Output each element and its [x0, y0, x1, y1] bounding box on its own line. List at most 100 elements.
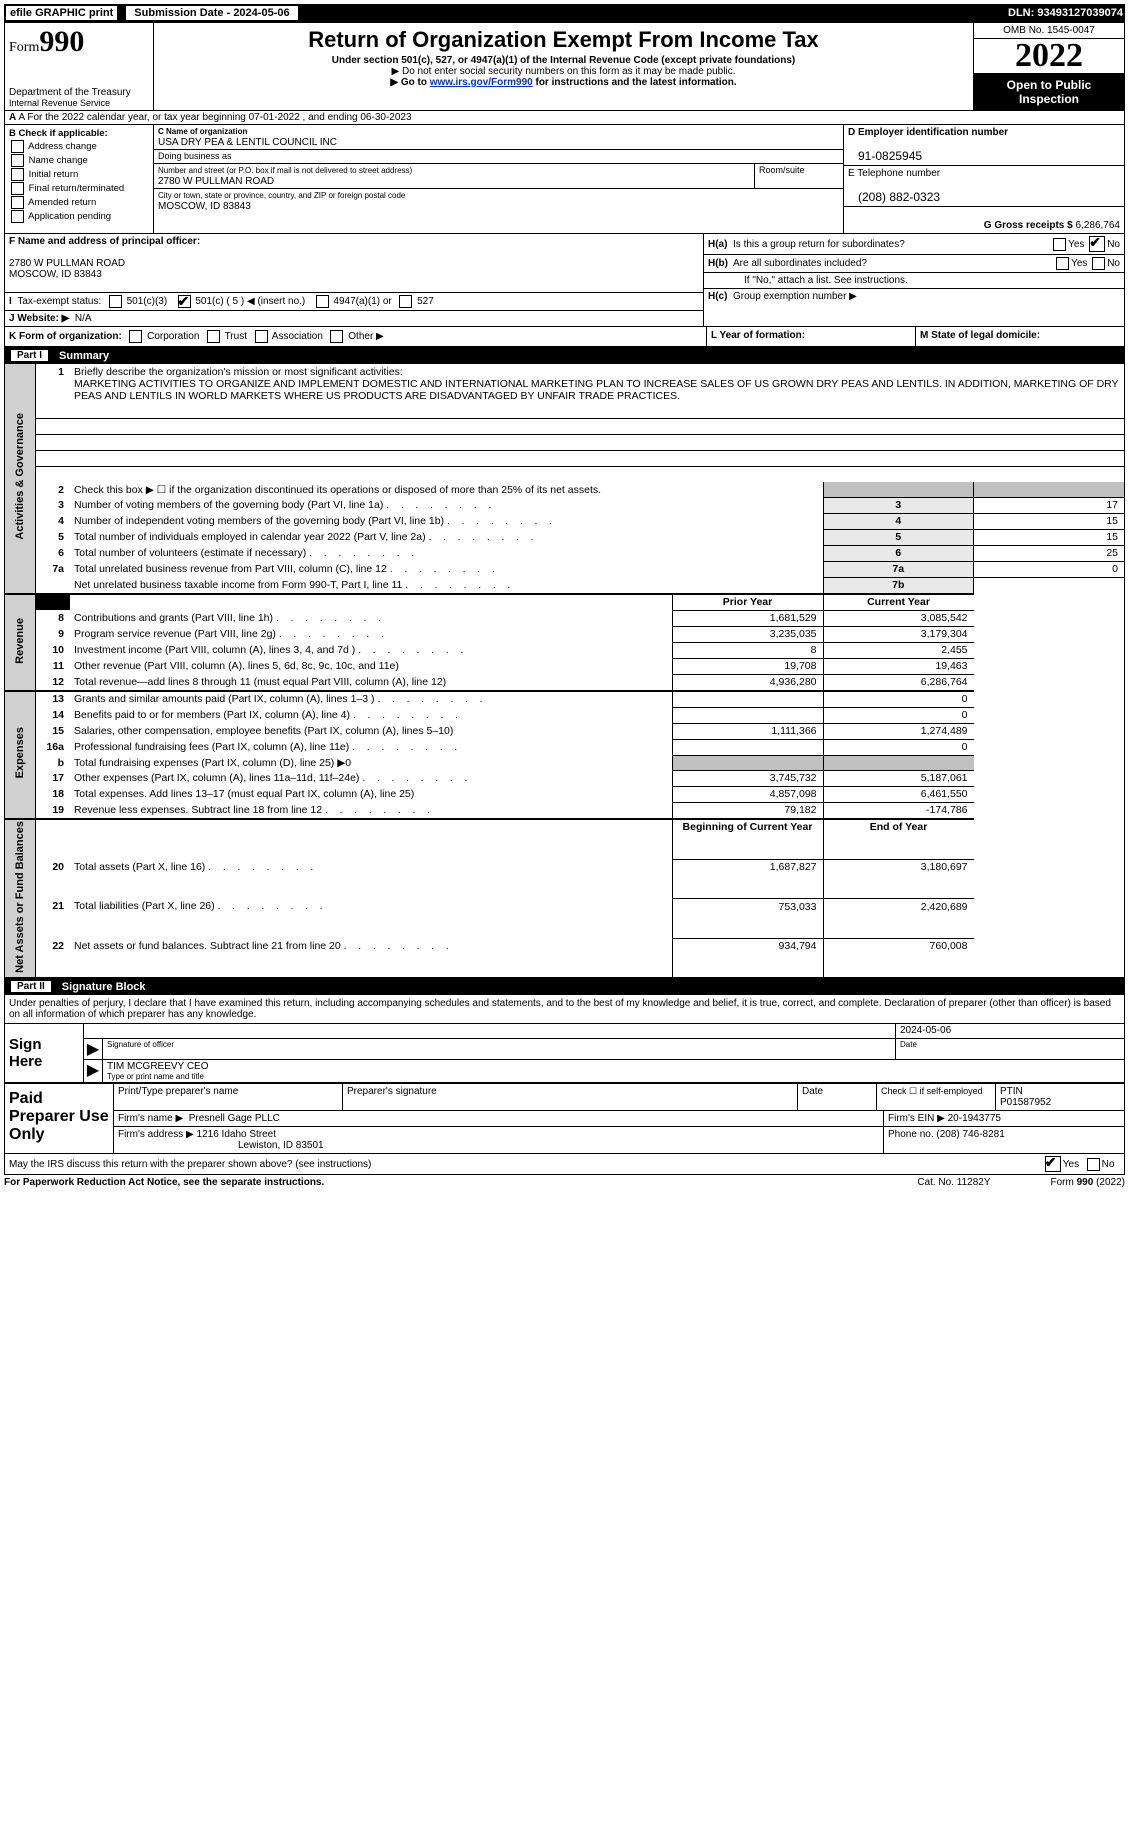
part2-header: Part II Signature Block — [4, 978, 1125, 995]
subtitle-section: Under section 501(c), 527, or 4947(a)(1)… — [160, 55, 967, 66]
check-other[interactable] — [330, 330, 343, 343]
block-f-through-j: F Name and address of principal officer:… — [4, 234, 1125, 327]
sign-arrow-icon: ▶ — [84, 1039, 103, 1059]
val-17-prior: 3,745,732 — [672, 770, 823, 786]
val-19-cur: -174,786 — [823, 802, 974, 819]
val-line5: 15 — [974, 529, 1125, 545]
form-title: Return of Organization Exempt From Incom… — [160, 27, 967, 53]
check-discuss-yes[interactable] — [1045, 1156, 1061, 1172]
val-18-cur: 6,461,550 — [823, 786, 974, 802]
val-14-cur: 0 — [823, 707, 974, 723]
firm-ein: 20-1943775 — [948, 1113, 1001, 1124]
part1-header: Part I Summary — [4, 347, 1125, 364]
hb-note: If "No," attach a list. See instructions… — [744, 275, 908, 286]
paid-preparer-label: Paid Preparer Use Only — [5, 1084, 114, 1153]
subtitle-ssn: ▶ Do not enter social security numbers o… — [160, 66, 967, 77]
check-hb-no[interactable] — [1092, 257, 1105, 270]
val-21-end: 2,420,689 — [823, 899, 974, 939]
col-d-e-g: D Employer identification number 91-0825… — [843, 125, 1124, 233]
row-k-l-m: K Form of organization: Corporation Trus… — [4, 327, 1125, 347]
val-11-prior: 19,708 — [672, 658, 823, 674]
check-hb-yes[interactable] — [1056, 257, 1069, 270]
val-line7a: 0 — [974, 561, 1125, 577]
check-527[interactable] — [399, 295, 412, 308]
sign-arrow-icon-2: ▶ — [84, 1060, 103, 1082]
val-16a-cur: 0 — [823, 739, 974, 755]
irs-link[interactable]: www.irs.gov/Form990 — [430, 77, 533, 88]
ein-value: 91-0825945 — [848, 149, 922, 163]
val-line7b — [974, 577, 1125, 594]
submission-date: Submission Date - 2024-05-06 — [125, 5, 298, 21]
col-c-org-info: C Name of organization USA DRY PEA & LEN… — [154, 125, 843, 233]
officer-addr1: 2780 W PULLMAN ROAD — [9, 258, 125, 269]
check-ha-no[interactable] — [1089, 236, 1105, 252]
gross-receipts: 6,286,764 — [1076, 220, 1121, 231]
val-18-prior: 4,857,098 — [672, 786, 823, 802]
mission-text: MARKETING ACTIVITIES TO ORGANIZE AND IMP… — [74, 378, 1118, 402]
ptin-value: P01587952 — [1000, 1097, 1051, 1108]
check-501c[interactable] — [178, 295, 191, 308]
firm-addr2: Lewiston, ID 83501 — [118, 1140, 324, 1151]
form-number: Form990 — [9, 25, 149, 59]
block-b-through-g: B Check if applicable: Address change Na… — [4, 125, 1125, 234]
check-501c3[interactable] — [109, 295, 122, 308]
val-16a-prior — [672, 739, 823, 755]
room-suite-label: Room/suite — [755, 164, 843, 188]
check-discuss-no[interactable] — [1087, 1158, 1100, 1171]
check-corp[interactable] — [129, 330, 142, 343]
val-8-prior: 1,681,529 — [672, 610, 823, 626]
val-20-beg: 1,687,827 — [672, 859, 823, 899]
val-10-cur: 2,455 — [823, 642, 974, 658]
check-app-pending[interactable] — [11, 210, 24, 223]
officer-addr2: MOSCOW, ID 83843 — [9, 269, 102, 280]
check-ha-yes[interactable] — [1053, 238, 1066, 251]
val-12-cur: 6,286,764 — [823, 674, 974, 691]
firm-name: Presnell Gage PLLC — [189, 1113, 280, 1124]
org-name: USA DRY PEA & LENTIL COUNCIL INC — [158, 137, 337, 148]
form-header: Form990 Department of the Treasury Inter… — [4, 22, 1125, 111]
val-22-beg: 934,794 — [672, 938, 823, 978]
val-19-prior: 79,182 — [672, 802, 823, 819]
val-13-cur: 0 — [823, 691, 974, 708]
dln-number: DLN: 93493127039074 — [1008, 7, 1123, 19]
website-value: N/A — [75, 313, 92, 324]
val-15-prior: 1,111,366 — [672, 723, 823, 739]
side-governance: Activities & Governance — [14, 413, 26, 540]
check-amended[interactable] — [11, 196, 24, 209]
firm-phone: (208) 746-8281 — [936, 1129, 1004, 1140]
penalty-statement: Under penalties of perjury, I declare th… — [5, 995, 1124, 1024]
val-22-end: 760,008 — [823, 938, 974, 978]
val-14-prior — [672, 707, 823, 723]
sig-date-val: 2024-05-06 — [896, 1024, 1124, 1038]
check-name-change[interactable] — [11, 154, 24, 167]
val-15-cur: 1,274,489 — [823, 723, 974, 739]
check-trust[interactable] — [207, 330, 220, 343]
val-10-prior: 8 — [672, 642, 823, 658]
check-assoc[interactable] — [255, 330, 268, 343]
row-a-tax-year: A A For the 2022 calendar year, or tax y… — [4, 111, 1125, 125]
val-8-cur: 3,085,542 — [823, 610, 974, 626]
sign-here-label: Sign Here — [5, 1024, 84, 1082]
side-net-assets: Net Assets or Fund Balances — [14, 821, 26, 973]
col-b-checkboxes: B Check if applicable: Address change Na… — [5, 125, 154, 233]
val-line6: 25 — [974, 545, 1125, 561]
officer-name-title: TIM MCGREEVY CEO — [107, 1061, 209, 1072]
check-address-change[interactable] — [11, 140, 24, 153]
val-line4: 15 — [974, 513, 1125, 529]
efile-topbar: efile GRAPHIC print Submission Date - 20… — [4, 4, 1125, 22]
val-13-prior — [672, 691, 823, 708]
side-expenses: Expenses — [14, 727, 26, 778]
summary-table: Activities & Governance 1 Briefly descri… — [4, 364, 1125, 978]
subtitle-link-row: ▶ Go to www.irs.gov/Form990 for instruct… — [160, 77, 967, 88]
side-revenue: Revenue — [14, 618, 26, 664]
may-irs-discuss: May the IRS discuss this return with the… — [9, 1159, 1043, 1170]
check-final-return[interactable] — [11, 182, 24, 195]
val-21-beg: 753,033 — [672, 899, 823, 939]
check-initial-return[interactable] — [11, 168, 24, 181]
check-4947[interactable] — [316, 295, 329, 308]
org-street: 2780 W PULLMAN ROAD — [158, 176, 274, 187]
val-9-cur: 3,179,304 — [823, 626, 974, 642]
dept-treasury: Department of the Treasury — [9, 87, 149, 98]
efile-badge: efile GRAPHIC print — [6, 6, 117, 20]
check-self-employed[interactable]: Check ☐ if self-employed — [877, 1084, 996, 1110]
